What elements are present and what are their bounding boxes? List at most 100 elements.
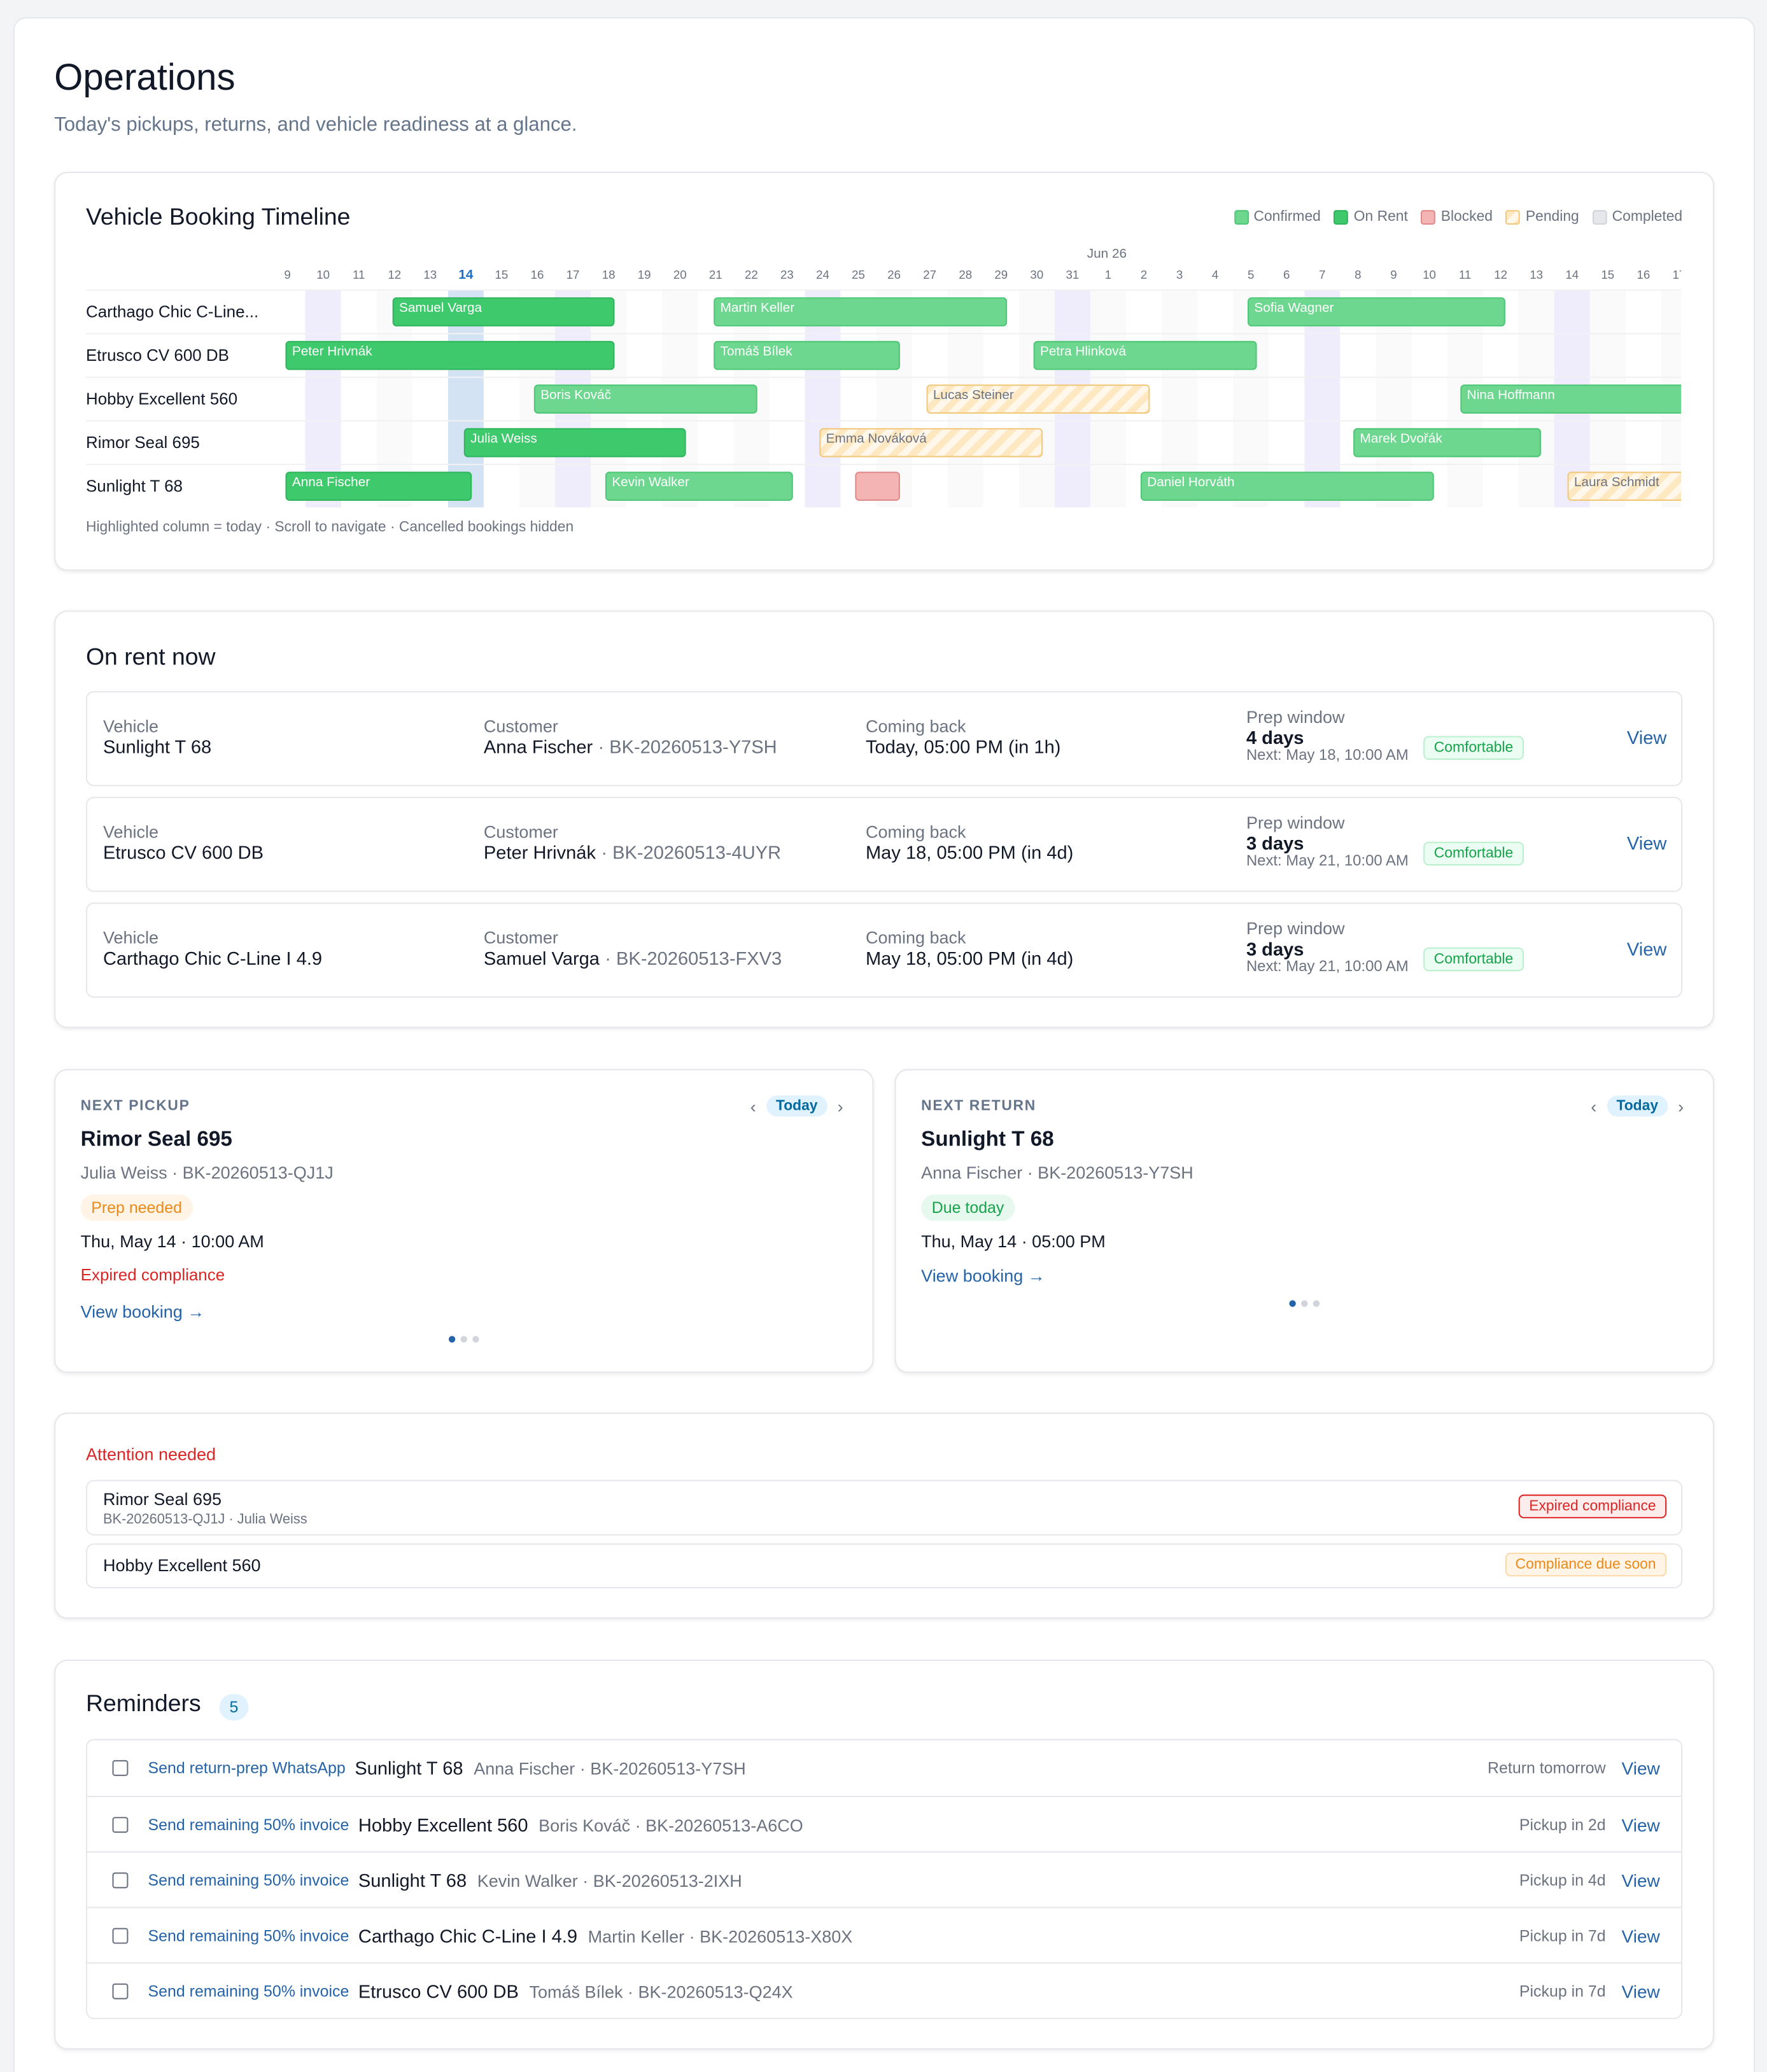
reminders-count: 5 <box>219 1694 249 1721</box>
booking-bar[interactable]: Sofia Wagner <box>1248 297 1505 326</box>
attention-title: Attention needed <box>85 1444 216 1464</box>
checkbox[interactable] <box>112 1928 129 1944</box>
label: Customer <box>483 927 558 948</box>
vehicle-label: Etrusco CV 600 DB <box>85 346 230 365</box>
next-button[interactable]: › <box>837 1096 843 1116</box>
booking-bar[interactable]: Daniel Horváth <box>1140 472 1434 501</box>
day-label: 13 <box>423 268 437 282</box>
day-nav: ‹ Today › <box>750 1095 843 1117</box>
booking-bar[interactable]: Peter Hrivnák <box>285 340 615 370</box>
view-link[interactable]: View <box>1621 1815 1660 1835</box>
legend-label: Pending <box>1525 209 1579 225</box>
view-link[interactable]: View <box>1621 1926 1660 1946</box>
attention-item: Rimor Seal 695 BK-20260513-QJ1J · Julia W… <box>85 1480 1683 1536</box>
booking-bar[interactable]: Nina Hoffmann <box>1460 384 1682 414</box>
day-label: 21 <box>708 268 722 282</box>
due: Return tomorrow <box>1488 1758 1606 1777</box>
checkbox[interactable] <box>112 1983 129 1999</box>
pager-dot[interactable] <box>1313 1300 1320 1307</box>
pager-dot[interactable] <box>448 1336 456 1343</box>
booking-bar[interactable]: Laura Schmidt <box>1567 472 1682 501</box>
customer-line: Samuel Varga · BK-20260513-FXV3 <box>484 948 782 969</box>
day-label: 5 <box>1247 268 1255 282</box>
pager-dot[interactable] <box>1301 1300 1308 1307</box>
reminder-action[interactable]: Send remaining 50% invoice <box>148 1982 349 2001</box>
reminder-row: Send return-prep WhatsApp Sunlight T 68 An… <box>87 1740 1681 1796</box>
view-link[interactable]: View <box>1626 832 1667 854</box>
legend-label: Blocked <box>1440 209 1493 225</box>
view-link[interactable]: View <box>1621 1758 1660 1778</box>
customer-line: Peter Hrivnák · BK-20260513-4UYR <box>484 842 781 863</box>
vehicle-cell: Vehicle Etrusco CV 600 DB <box>103 822 264 863</box>
booking-bar[interactable] <box>855 472 900 501</box>
label: Prep window <box>1246 918 1345 939</box>
day-label: 10 <box>1423 268 1436 282</box>
vehicle-cell: Vehicle Carthago Chic C-Line I 4.9 <box>103 928 322 969</box>
day-column <box>1162 289 1198 508</box>
day-label: 24 <box>816 268 829 282</box>
booking-bar[interactable]: Samuel Varga <box>392 297 615 326</box>
view-link[interactable]: View <box>1621 1870 1660 1891</box>
pager-dot[interactable] <box>460 1336 467 1343</box>
view-booking-link[interactable]: View booking → <box>921 1266 1045 1286</box>
view-booking-link[interactable]: View booking → <box>80 1301 205 1322</box>
prev-button[interactable]: ‹ <box>1591 1096 1597 1116</box>
day-label: 18 <box>602 268 616 282</box>
legend-item: Confirmed <box>1234 209 1321 225</box>
day-label: 15 <box>1601 268 1615 282</box>
booking-bar[interactable]: Lucas Steiner <box>926 384 1150 414</box>
booking-bar[interactable]: Anna Fischer <box>285 472 472 501</box>
return-time: May 18, 05:00 PM (in 4d) <box>865 841 1074 863</box>
page-title: Operations <box>54 57 236 98</box>
reminder-action[interactable]: Send remaining 50% invoice <box>148 1816 349 1835</box>
view-link[interactable]: View <box>1621 1981 1660 2001</box>
booking-bar[interactable]: Emma Nováková <box>819 428 1043 458</box>
booking-bar[interactable]: Julia Weiss <box>463 428 686 458</box>
view-link[interactable]: View <box>1626 727 1667 748</box>
pager-dot[interactable] <box>1289 1300 1296 1307</box>
booking-bar[interactable]: Kevin Walker <box>605 472 793 501</box>
checkbox[interactable] <box>112 1817 129 1833</box>
booking-info: BK-20260513-QJ1J · Julia Weiss <box>102 1511 307 1528</box>
next-booking: Next: May 18, 10:00 AM <box>1246 748 1409 764</box>
legend-item: On Rent <box>1334 209 1408 225</box>
today-badge: Today <box>1607 1095 1668 1117</box>
booking-bar[interactable]: Marek Dvořák <box>1353 428 1541 458</box>
vehicle: Etrusco CV 600 DB <box>358 1980 519 2002</box>
reminder-action[interactable]: Send remaining 50% invoice <box>148 1926 349 1945</box>
vehicle: Sunlight T 68 <box>355 1757 463 1779</box>
day-label: 6 <box>1283 268 1290 282</box>
on-rent-row: Vehicle Sunlight T 68 Customer Anna Fischer… <box>85 691 1683 787</box>
booking-bar[interactable]: Petra Hlinková <box>1033 340 1257 370</box>
reminder-action[interactable]: Send remaining 50% invoice <box>148 1871 349 1890</box>
booking-info: Martin Keller · BK-20260513-X80X <box>588 1926 853 1946</box>
checkbox[interactable] <box>112 1872 129 1889</box>
customer-cell: Customer Anna Fischer · BK-20260513-Y7SH <box>484 716 777 757</box>
next-button[interactable]: › <box>1678 1096 1684 1116</box>
legend-label: Confirmed <box>1253 209 1321 225</box>
customer-line: Anna Fischer · BK-20260513-Y7SH <box>484 736 777 757</box>
day-label: 8 <box>1355 268 1362 282</box>
day-label: 17 <box>566 268 580 282</box>
legend-item: Blocked <box>1421 209 1493 225</box>
return-cell: Coming back Today, 05:00 PM (in 1h) <box>866 716 1060 757</box>
view-link[interactable]: View <box>1626 938 1667 960</box>
status-badge: Comfortable <box>1423 841 1524 866</box>
day-column <box>305 289 341 508</box>
day-label: 11 <box>353 268 365 282</box>
day-label: 4 <box>1211 268 1219 282</box>
checkbox[interactable] <box>112 1760 129 1776</box>
booking-bar[interactable]: Tomáš Bílek <box>714 340 900 370</box>
pager-dot[interactable] <box>472 1336 479 1343</box>
booking-bar[interactable]: Martin Keller <box>714 297 1008 326</box>
reminder-row: Send remaining 50% invoice Etrusco CV 600… <box>87 1962 1682 2018</box>
compliance-badge: Expired compliance <box>1518 1494 1667 1518</box>
due: Pickup in 7d <box>1519 1982 1606 2001</box>
page-subtitle: Today's pickups, returns, and vehicle re… <box>54 113 577 136</box>
customer-cell: Customer Peter Hrivnák · BK-20260513-4UYR <box>484 822 781 863</box>
prev-button[interactable]: ‹ <box>750 1096 756 1116</box>
reminder-action[interactable]: Send return-prep WhatsApp <box>148 1758 346 1777</box>
booking-bar[interactable]: Boris Kováč <box>533 384 757 414</box>
pager-dots <box>1289 1300 1320 1307</box>
day-label: 23 <box>780 268 794 282</box>
